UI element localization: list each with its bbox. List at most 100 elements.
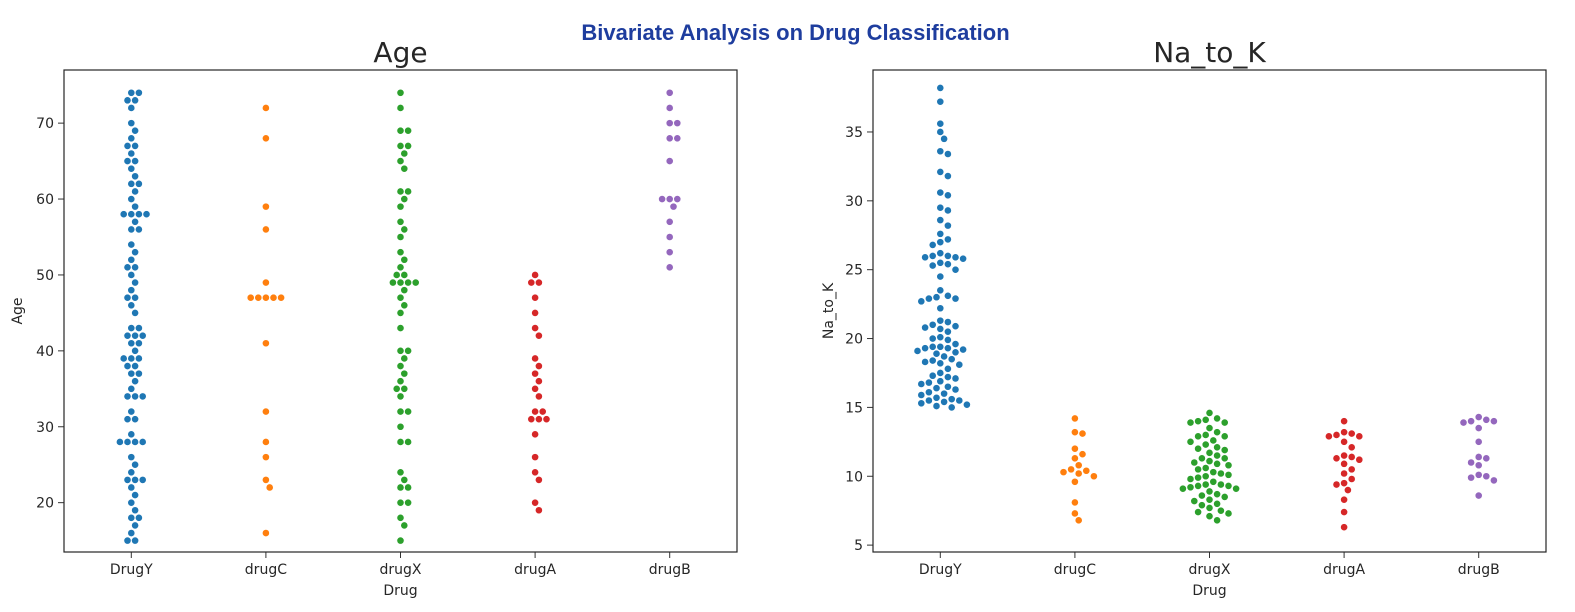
data-point-drugB: [658, 195, 666, 203]
data-point-DrugY: [944, 235, 952, 244]
data-point-DrugY: [127, 104, 136, 112]
data-point-drugB: [1474, 437, 1483, 446]
data-point-DrugY: [928, 320, 937, 329]
data-point-DrugY: [134, 324, 143, 332]
data-point-DrugY: [928, 240, 937, 249]
data-point-drugC: [261, 407, 270, 416]
data-point-drugA: [531, 293, 539, 302]
data-point-drugX: [396, 438, 405, 446]
data-point-drugB: [665, 88, 674, 97]
data-point-drugX: [1224, 470, 1233, 479]
data-point-DrugY: [142, 210, 151, 219]
data-point-DrugY: [131, 278, 139, 287]
data-point-drugX: [400, 286, 409, 295]
data-point-DrugY: [131, 202, 139, 211]
data-point-drugX: [1209, 436, 1218, 445]
data-point-drugC: [261, 453, 270, 462]
data-point-drugX: [1220, 446, 1229, 454]
data-point-DrugY: [936, 333, 945, 342]
data-point-drugX: [1194, 465, 1202, 474]
data-point-DrugY: [131, 392, 139, 401]
data-point-DrugY: [131, 172, 139, 181]
data-point-drugC: [246, 293, 255, 302]
data-point-drugX: [1190, 497, 1199, 505]
data-point-drugA: [535, 331, 543, 340]
data-point-DrugY: [944, 327, 952, 336]
data-point-DrugY: [123, 438, 132, 446]
data-point-drugX: [396, 142, 405, 150]
y-tick-label: 10: [845, 469, 863, 485]
x-axis-label: Drug: [383, 583, 417, 599]
data-point-DrugY: [123, 415, 132, 424]
data-point-DrugY: [131, 331, 139, 340]
data-point-DrugY: [944, 221, 952, 230]
y-tick-label: 40: [36, 344, 54, 360]
data-point-drugB: [665, 104, 674, 112]
data-point-drugB: [673, 119, 682, 128]
data-point-drugX: [404, 438, 412, 446]
data-point-DrugY: [928, 356, 937, 365]
data-point-drugX: [1205, 424, 1214, 432]
data-point-DrugY: [951, 253, 960, 262]
data-point-DrugY: [131, 248, 139, 257]
data-point-drugX: [1201, 472, 1210, 481]
data-point-DrugY: [936, 97, 945, 106]
data-point-DrugY: [127, 119, 136, 128]
y-tick-label: 15: [845, 400, 863, 416]
data-point-drugB: [665, 263, 674, 272]
data-point-DrugY: [940, 397, 948, 406]
data-point-drugX: [1186, 483, 1195, 492]
data-point-DrugY: [123, 392, 132, 401]
data-point-drugX: [1205, 448, 1214, 457]
plot-frame: [63, 69, 738, 553]
data-point-DrugY: [134, 225, 143, 234]
data-point-drugX: [1205, 504, 1214, 512]
x-tick-label: drugC: [245, 562, 287, 578]
y-axis-label: Na_to_K: [821, 282, 837, 339]
y-axis-label: Age: [10, 297, 26, 324]
data-point-drugC: [1067, 465, 1075, 474]
data-point-drugA: [531, 453, 539, 462]
data-point-DrugY: [127, 179, 136, 188]
data-point-DrugY: [123, 157, 132, 165]
data-point-drugX: [400, 255, 409, 264]
data-point-drugA: [527, 415, 536, 424]
data-point-DrugY: [936, 168, 945, 176]
data-point-DrugY: [134, 210, 143, 219]
data-point-drugC: [1074, 516, 1083, 525]
y-tick-label: 30: [845, 194, 863, 210]
data-point-drugA: [1347, 429, 1356, 438]
y-tick-label: 20: [845, 332, 863, 348]
data-point-DrugY: [925, 294, 933, 303]
data-point-drugB: [665, 119, 674, 128]
data-point-DrugY: [936, 258, 945, 267]
data-point-drugC: [261, 278, 270, 287]
data-point-DrugY: [955, 396, 964, 405]
data-point-drugB: [1474, 424, 1483, 432]
x-tick-label: drugA: [514, 562, 556, 578]
data-point-drugX: [396, 362, 405, 370]
data-point-DrugY: [127, 453, 136, 462]
data-point-drugX: [396, 126, 405, 135]
data-point-drugA: [535, 278, 543, 287]
data-point-drugX: [400, 149, 409, 158]
data-point-DrugY: [913, 347, 922, 355]
data-point-drugX: [1205, 512, 1214, 521]
data-point-DrugY: [936, 286, 945, 295]
data-point-DrugY: [944, 191, 952, 200]
data-point-DrugY: [131, 293, 139, 302]
data-point-drugX: [388, 278, 397, 287]
data-point-drugX: [1205, 409, 1214, 417]
data-point-drugX: [1213, 428, 1221, 437]
data-point-DrugY: [944, 206, 952, 215]
data-point-DrugY: [936, 304, 945, 313]
data-point-DrugY: [131, 362, 139, 370]
data-point-DrugY: [127, 324, 136, 332]
data-point-DrugY: [127, 271, 136, 279]
data-point-DrugY: [951, 322, 960, 331]
data-point-drugA: [531, 369, 539, 378]
data-point-drugB: [665, 195, 674, 203]
data-point-DrugY: [127, 149, 136, 158]
data-point-DrugY: [947, 395, 956, 404]
data-point-drugA: [1347, 475, 1356, 483]
